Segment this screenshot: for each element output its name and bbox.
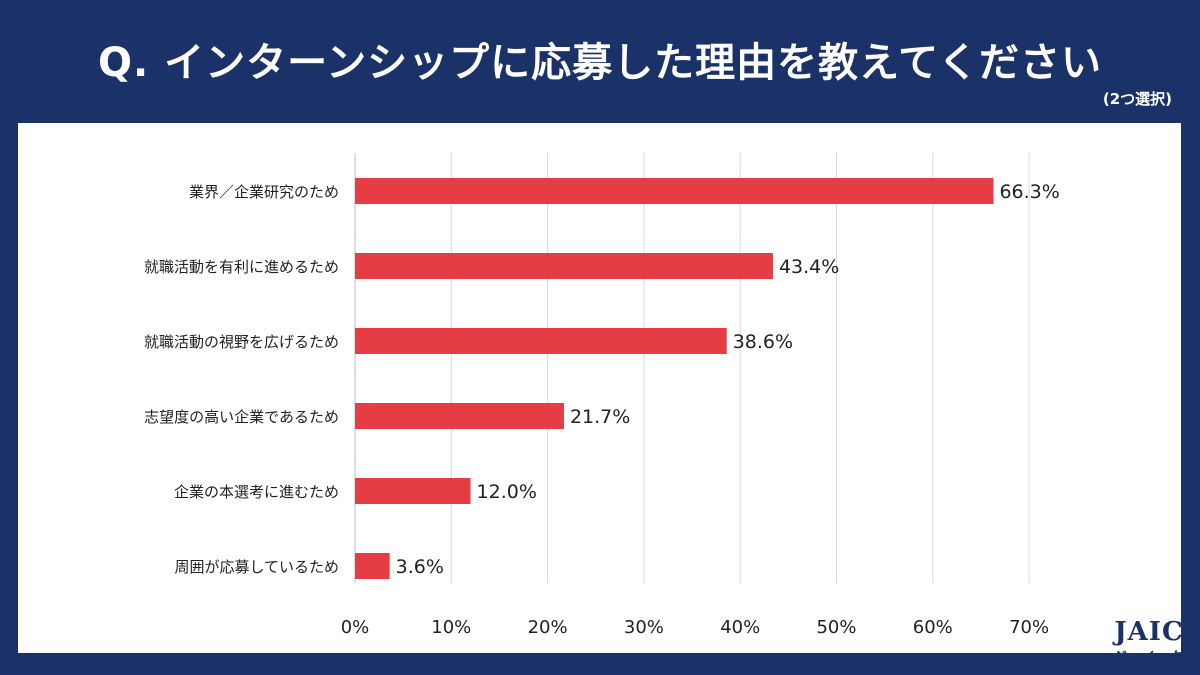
x-tick-label: 70% bbox=[1009, 617, 1049, 638]
value-label: 12.0% bbox=[477, 481, 537, 503]
category-label: 企業の本選考に進むため bbox=[174, 483, 339, 501]
category-label: 就職活動を有利に進めるため bbox=[144, 258, 339, 276]
chart-panel: 0% 10% 20% 30% 40% 50% 60% 70% 業界／企業研究のため 66.3% 就職… bbox=[18, 123, 1181, 653]
value-label: 38.6% bbox=[733, 331, 793, 353]
logo-text: JAIC bbox=[1114, 617, 1184, 647]
category-label: 就職活動の視野を広げるため bbox=[144, 333, 339, 351]
value-label: 43.4% bbox=[779, 256, 839, 278]
page-title: Q. インターンシップに応募した理由を教えてください bbox=[98, 40, 1102, 86]
bar-chart: 0% 10% 20% 30% 40% 50% 60% 70% 業界／企業研究のため 66.3% 就職… bbox=[144, 153, 1060, 638]
bar bbox=[355, 253, 773, 279]
x-tick-label: 0% bbox=[341, 617, 370, 638]
bar bbox=[355, 328, 727, 354]
selection-note: (2つ選択) bbox=[1102, 90, 1172, 108]
x-tick-label: 40% bbox=[720, 617, 760, 638]
logo-kana: ジェイック bbox=[1113, 650, 1184, 665]
x-tick-label: 20% bbox=[528, 617, 568, 638]
value-label: 3.6% bbox=[396, 556, 444, 578]
bar bbox=[355, 403, 564, 429]
x-tick-label: 50% bbox=[816, 617, 856, 638]
x-tick-label: 30% bbox=[624, 617, 664, 638]
value-label: 66.3% bbox=[999, 181, 1059, 203]
bar bbox=[355, 478, 471, 504]
jaic-logo: JAIC ジェイック bbox=[1114, 618, 1184, 665]
category-label: 業界／企業研究のため bbox=[189, 183, 339, 201]
x-tick-label: 60% bbox=[913, 617, 953, 638]
category-label: 周囲が応募しているため bbox=[174, 558, 339, 576]
value-label: 21.7% bbox=[570, 406, 630, 428]
bar bbox=[355, 553, 390, 579]
x-tick-label: 10% bbox=[431, 617, 471, 638]
bar bbox=[355, 178, 994, 204]
category-label: 志望度の高い企業であるため bbox=[144, 408, 339, 426]
